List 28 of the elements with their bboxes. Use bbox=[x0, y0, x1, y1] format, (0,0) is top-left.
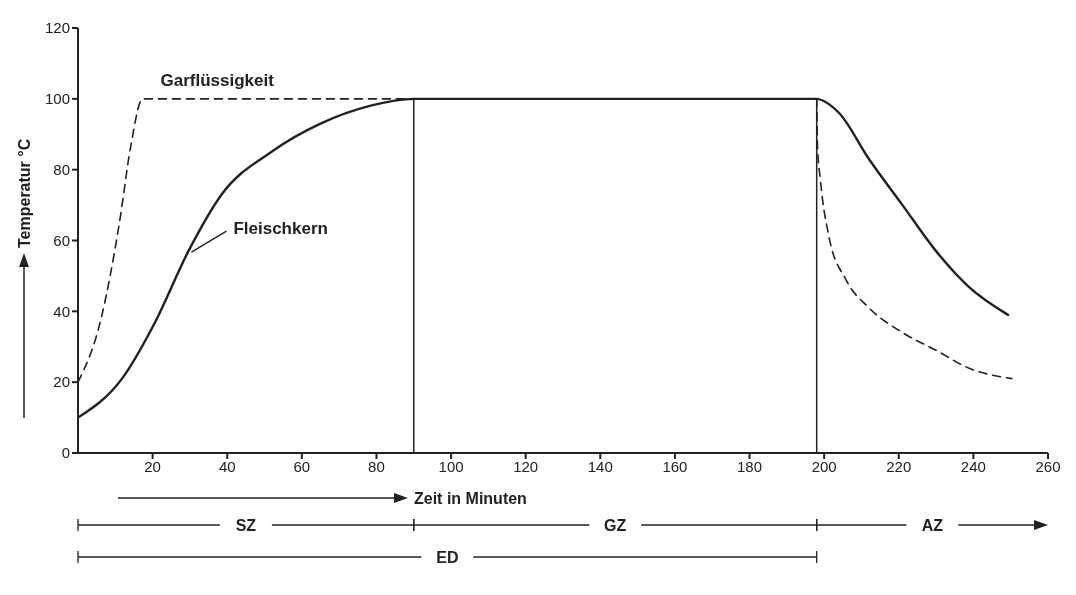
x-tick-label: 160 bbox=[662, 457, 688, 475]
y-tick-label: 60 bbox=[53, 231, 70, 249]
x-tick-label: 100 bbox=[438, 457, 464, 475]
x-tick-label: 240 bbox=[960, 457, 986, 475]
x-tick-label: 60 bbox=[293, 457, 311, 475]
x-tick-label: 180 bbox=[737, 457, 763, 475]
series-label: Garflüssigkeit bbox=[160, 70, 275, 90]
series-label: Fleischkern bbox=[233, 219, 328, 239]
text: GZ bbox=[604, 517, 627, 534]
x-tick-label: 40 bbox=[218, 457, 236, 475]
x-axis-title: Zeit in Minuten bbox=[414, 490, 527, 507]
y-tick-label: 0 bbox=[61, 444, 70, 462]
y-tick-label: 80 bbox=[53, 160, 70, 178]
y-axis-title: Temperatur °C bbox=[16, 138, 33, 248]
y-tick-label: 100 bbox=[44, 90, 70, 108]
x-tick-label: 120 bbox=[513, 457, 539, 475]
y-tick-label: 20 bbox=[53, 373, 70, 391]
text: SZ bbox=[235, 517, 257, 534]
text: AZ bbox=[921, 517, 944, 534]
y-tick-label: 40 bbox=[53, 302, 70, 320]
x-tick-label: 200 bbox=[811, 457, 837, 475]
x-tick-label: 260 bbox=[1035, 457, 1061, 475]
x-tick-label: 140 bbox=[587, 457, 613, 475]
text: ED bbox=[436, 549, 459, 566]
y-tick-label: 120 bbox=[44, 19, 70, 37]
x-tick-label: 20 bbox=[144, 457, 161, 475]
x-tick-label: 80 bbox=[368, 457, 385, 475]
x-tick-label: 220 bbox=[886, 457, 912, 475]
